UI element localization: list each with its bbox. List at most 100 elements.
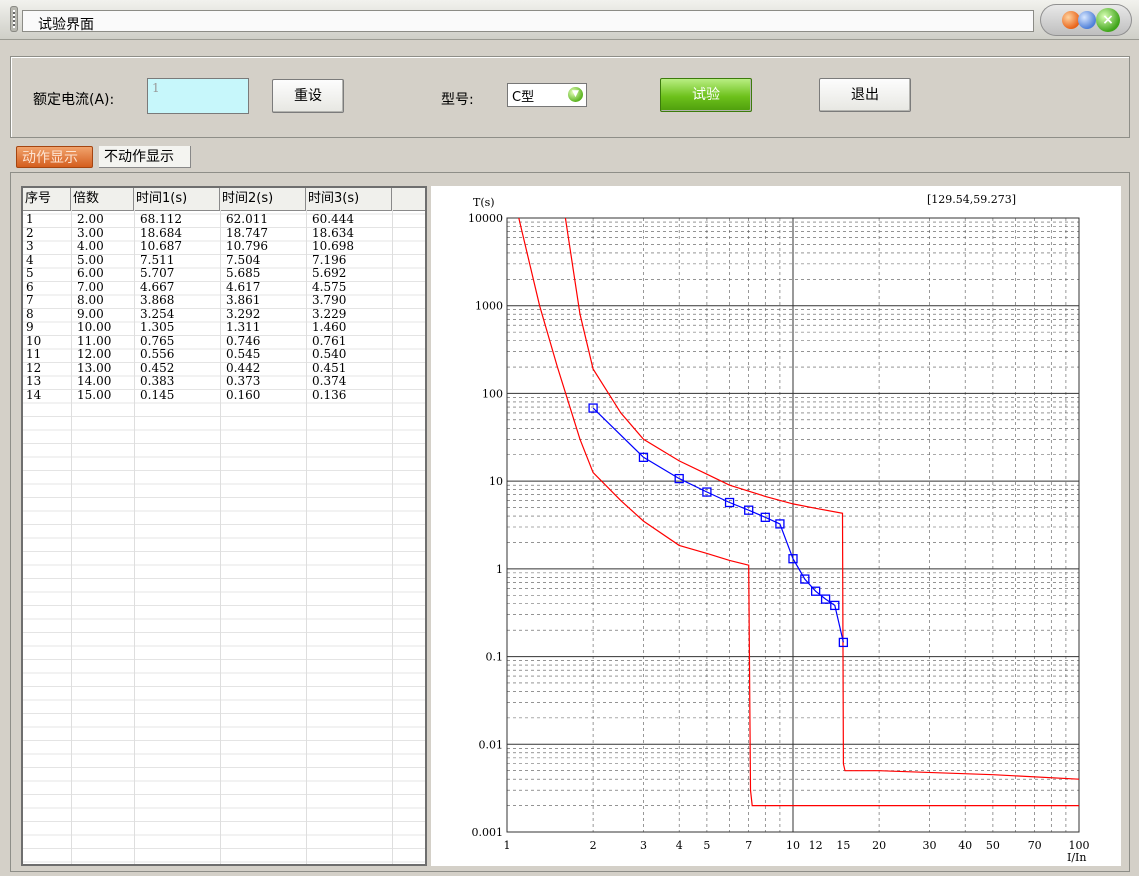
table-cell: 13 [26,374,42,388]
x-tick-label: 3 [640,839,647,852]
column-header-time1[interactable]: 时间1(s) [134,188,220,210]
data-point [838,637,849,648]
reset-button[interactable]: 重设 [272,79,344,113]
window-controls: × [1040,4,1132,36]
table-cell: 5.00 [77,252,104,267]
table-row[interactable]: 12 13.00 0.452 0.442 0.451 [23,360,425,376]
table-cell: 13.00 [77,360,112,375]
x-tick-label: 4 [676,839,683,852]
table-cell: 5.707 [140,266,175,280]
x-tick-label: 100 [1069,839,1090,852]
table-cell: 3.254 [140,306,175,321]
table-cell: 0.160 [226,387,261,402]
table-cell: 0.136 [312,387,347,402]
data-point [588,403,598,413]
table-cell: 5.685 [226,266,261,280]
title-bar: 试验界面 × [0,0,1139,40]
x-tick-label: 5 [703,839,710,852]
results-table: 序号 倍数 时间1(s) 时间2(s) 时间3(s) 1 2.00 68.112 62… [21,186,427,866]
column-header-index[interactable]: 序号 [23,188,71,210]
table-row[interactable]: 10 11.00 0.765 0.746 0.761 [23,333,425,349]
table-cell: 5.692 [312,266,347,280]
table-cell: 10 [26,333,42,348]
table-cell: 0.556 [140,347,175,361]
table-cell: 10.698 [312,239,354,253]
table-cell: 12 [26,360,42,375]
data-point [760,512,770,522]
table-cell: 9 [26,320,34,334]
y-tick-label: 0.1 [486,651,504,664]
table-cell: 14 [26,387,42,402]
tab-no-action-display[interactable]: 不动作显示 [99,146,191,168]
x-tick-label: 30 [922,839,936,852]
table-row[interactable]: 3 4.00 10.687 10.796 10.698 [23,239,425,254]
table-cell: 4 [26,252,34,267]
title-field [22,10,1034,32]
table-cell: 3.868 [140,293,175,307]
table-row[interactable]: 14 15.00 0.145 0.160 0.136 [23,387,425,403]
table-header: 序号 倍数 时间1(s) 时间2(s) 时间3(s) [23,188,425,211]
table-cell: 0.765 [140,333,175,348]
table-cell: 0.373 [226,374,261,388]
y-axis-label: T(s) [473,196,495,209]
table-row[interactable]: 6 7.00 4.667 4.617 4.575 [23,279,425,295]
y-tick-label: 1 [496,563,503,576]
minimize-icon[interactable] [1062,11,1080,29]
table-cell: 4.575 [312,279,347,294]
table-cell: 0.746 [226,333,261,348]
x-tick-label: 20 [872,839,886,852]
table-row[interactable]: 8 9.00 3.254 3.292 3.229 [23,306,425,322]
x-tick-label: 7 [745,839,752,852]
y-tick-label: 1000 [475,300,503,313]
limit-curve [564,217,1080,780]
table-row[interactable]: 7 8.00 3.868 3.861 3.790 [23,293,425,308]
table-cell: 2 [26,225,34,240]
data-point [788,554,798,564]
table-cell: 0.442 [226,360,261,375]
table-cell: 7.511 [140,252,175,267]
table-cell: 18.684 [140,225,182,240]
close-icon[interactable]: × [1096,8,1120,32]
grip-icon[interactable] [10,6,18,32]
x-tick-label: 2 [590,839,597,852]
table-row[interactable]: 9 10.00 1.305 1.311 1.460 [23,320,425,335]
table-cell: 0.761 [312,333,347,348]
table-cell: 10.796 [226,239,268,253]
maximize-icon[interactable] [1078,11,1096,29]
window-title: 试验界面 [38,17,94,33]
table-cell: 3.229 [312,306,347,321]
table-cell: 1 [26,212,34,226]
table-row[interactable]: 2 3.00 18.684 18.747 18.634 [23,225,425,241]
table-cell: 1.460 [312,320,347,334]
column-header-time2[interactable]: 时间2(s) [220,188,306,210]
table-row[interactable]: 11 12.00 0.556 0.545 0.540 [23,347,425,362]
table-cell: 3.292 [226,306,261,321]
table-row[interactable]: 5 6.00 5.707 5.685 5.692 [23,266,425,281]
table-cell: 15.00 [77,387,112,402]
table-cell: 18.634 [312,225,354,240]
rated-current-input[interactable]: 1 [147,78,249,114]
y-tick-label: 10 [489,475,503,488]
table-row[interactable]: 13 14.00 0.383 0.373 0.374 [23,374,425,389]
parameter-panel [10,56,1130,138]
table-cell: 3.861 [226,293,261,307]
table-row[interactable]: 4 5.00 7.511 7.504 7.196 [23,252,425,268]
table-cell: 0.383 [140,374,175,388]
table-cell: 8.00 [77,293,104,307]
data-point [775,519,785,529]
exit-button[interactable]: 退出 [819,78,911,112]
column-header-multiple[interactable]: 倍数 [71,188,134,210]
column-header-time3[interactable]: 时间3(s) [306,188,392,210]
cursor-readout: [129.54,59.273] [927,193,1016,206]
table-cell: 7 [26,293,34,307]
model-select[interactable]: C型 ▼ [507,83,587,107]
table-cell: 4.667 [140,279,175,294]
table-row[interactable]: 1 2.00 68.112 62.011 60.444 [23,212,425,227]
test-button[interactable]: 试验 [660,78,752,112]
table-cell: 4.617 [226,279,261,294]
data-point [830,600,840,611]
dropdown-arrow-icon[interactable]: ▼ [568,87,583,102]
table-cell: 68.112 [140,212,182,226]
tab-action-display[interactable]: 动作显示 [16,146,93,168]
